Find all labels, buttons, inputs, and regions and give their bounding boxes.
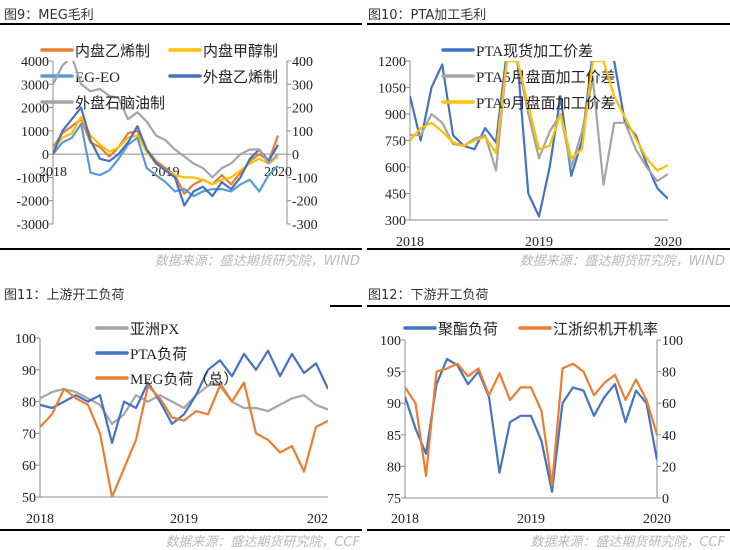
y-tick-label: 75	[387, 492, 401, 507]
y-tick-label: 750	[385, 135, 406, 150]
top-rule	[330, 305, 362, 307]
y-tick-label-right: -300	[292, 218, 318, 233]
y-tick-label: 80	[22, 396, 36, 411]
series-line-0	[40, 381, 328, 425]
x-tick-label: 2018	[391, 512, 419, 527]
chart-0: 40003000200010000-1000-2000-300040030020…	[16, 42, 317, 233]
y-tick-label-right: 0	[292, 148, 299, 163]
y-tick-label: 1200	[378, 55, 406, 70]
y-tick-label-right: 100	[292, 125, 313, 140]
series-line-2	[410, 61, 668, 172]
source-note: 数据来源：盛达期货研究院，CCF	[530, 535, 725, 550]
y-tick-label: -2000	[16, 195, 49, 210]
y-tick-label: 100	[380, 334, 401, 349]
legend-label: PTA负荷	[130, 346, 187, 363]
source-note: 数据来源：盛达期货研究院，CCF	[165, 535, 360, 550]
source-note: 数据来源：盛达期货研究院，WIND	[519, 254, 725, 269]
series-line-2	[40, 381, 328, 497]
y-tick-label: 50	[22, 491, 36, 506]
top-rule	[367, 23, 730, 25]
y-tick-label: 450	[385, 188, 406, 203]
series-line-1	[40, 349, 328, 444]
y-tick-label: 95	[387, 366, 401, 381]
legend-label: EG-EO	[75, 70, 120, 86]
x-tick-label: 2018	[39, 165, 67, 180]
x-tick-label: 2019	[170, 512, 198, 527]
y-tick-label: 90	[387, 397, 401, 412]
legend-label: 外盘乙烯制	[203, 68, 278, 86]
y-tick-label-right: -200	[292, 195, 318, 210]
x-tick-label: 2020	[643, 512, 671, 527]
chart-2: 100 90 80 70 60 50 2018 2019 202 亚洲PX PTA负荷 MEG负荷（总…	[15, 322, 328, 527]
y-tick-label: 0	[42, 148, 49, 163]
legend-label: PTA现货加工价差	[476, 43, 593, 60]
series-line-1	[410, 61, 668, 186]
legend-label: 外盘石脑油制	[75, 94, 165, 112]
top-rule	[367, 305, 730, 307]
legend-label: MEG负荷（总）	[130, 371, 238, 388]
y-tick-label: 60	[22, 459, 36, 474]
source-note: 数据来源：盛达期货研究院，WIND	[154, 254, 360, 269]
series-line-4	[53, 61, 279, 179]
y-tick-label: 1050	[378, 82, 406, 97]
y-tick-label-right: 100	[662, 334, 683, 349]
y-tick-label-right: -100	[292, 171, 318, 186]
legend-label: 聚酯负荷	[438, 321, 498, 338]
y-tick-label-right: 0	[662, 492, 669, 507]
y-tick-label: 70	[22, 427, 36, 442]
series-line-1	[405, 362, 657, 487]
chart-1: 1200 1050 900 750 600 450 300 2018 2019 2020 PTA现货…	[378, 43, 682, 250]
y-tick-label-right: 60	[662, 397, 676, 412]
x-tick-label: 2020	[264, 165, 292, 180]
top-rule	[0, 23, 362, 25]
x-tick-label: 202	[307, 512, 328, 527]
bottom-rule	[0, 248, 362, 250]
legend-label: 亚洲PX	[130, 322, 179, 338]
y-tick-label: 1000	[21, 125, 49, 140]
y-tick-label: -1000	[16, 171, 49, 186]
x-tick-label: 2020	[654, 235, 682, 250]
y-tick-label-right: 80	[662, 366, 676, 381]
legend-label: 内盘乙烯制	[75, 42, 150, 60]
y-tick-label: 600	[385, 161, 406, 176]
legend-label: 内盘甲醇制	[203, 42, 278, 60]
chart-title-meg: 图9：MEG毛利	[4, 8, 94, 23]
y-tick-label-right: 200	[292, 102, 313, 117]
y-tick-label: 80	[387, 460, 401, 475]
series-line-0	[405, 357, 657, 493]
y-tick-label: 900	[385, 108, 406, 123]
y-tick-label-right: 400	[292, 55, 313, 70]
x-tick-label: 2019	[517, 512, 545, 527]
chart-title-pta: 图10：PTA加工毛利	[368, 8, 487, 23]
x-tick-label: 2018	[26, 512, 54, 527]
y-tick-label: 3000	[21, 78, 49, 93]
legend-label: PTA5月盘面加工价差	[476, 68, 616, 86]
chart-title-downstream: 图12：下游开工负荷	[368, 288, 489, 303]
y-tick-label: 100	[15, 332, 36, 347]
series-line-3	[53, 106, 279, 207]
y-tick-label-right: 20	[662, 460, 676, 475]
y-tick-label: -3000	[16, 218, 49, 233]
legend-label: 江浙织机开机率	[553, 321, 658, 338]
y-tick-label: 90	[22, 364, 36, 379]
x-tick-label: 2018	[396, 235, 424, 250]
y-tick-label: 2000	[21, 102, 49, 117]
bottom-rule	[367, 248, 730, 250]
y-tick-label: 300	[385, 214, 406, 229]
bottom-rule	[367, 529, 730, 531]
y-tick-label-right: 300	[292, 78, 313, 93]
bottom-rule	[0, 529, 362, 531]
legend-label: PTA9月盘面加工价差	[476, 94, 616, 112]
y-tick-label: 4000	[21, 55, 49, 70]
chart-title-upstream: 图11：上游开工负荷	[4, 288, 125, 303]
series-line-2	[53, 122, 279, 198]
y-tick-label: 85	[387, 429, 401, 444]
y-tick-label-right: 40	[662, 429, 676, 444]
chart-3: 100 95 90 85 80 75 100 80 60 40 20 0 2018 2019 2020 聚酯负…	[380, 321, 683, 527]
x-tick-label: 2019	[525, 235, 553, 250]
